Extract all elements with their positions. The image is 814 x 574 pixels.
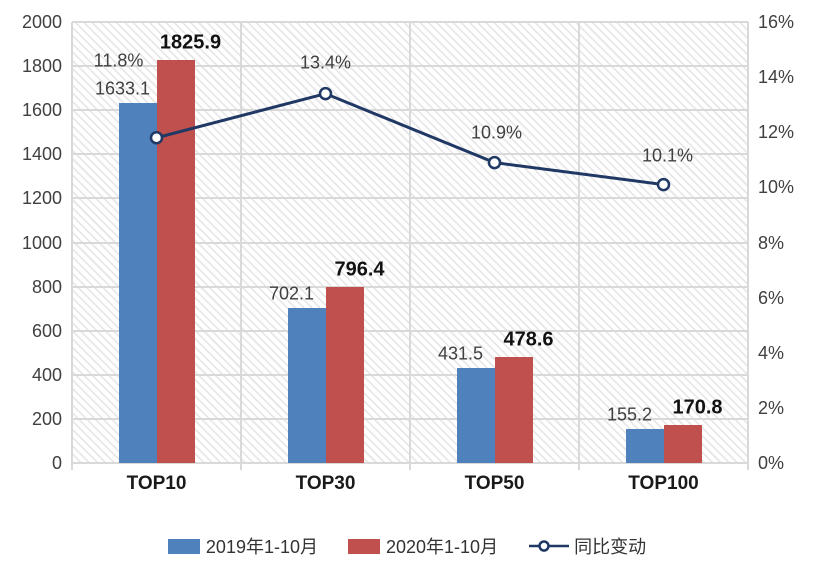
x-axis-tick-mark <box>71 463 73 470</box>
left-axis-tick-label: 200 <box>31 408 62 429</box>
bar-series1-top50 <box>494 357 533 463</box>
x-axis-tick-mark <box>747 463 749 470</box>
bar-value-label: 1825.9 <box>159 31 222 54</box>
left-axis-tick-label: 400 <box>31 364 62 385</box>
legend-label: 同比变动 <box>574 537 647 557</box>
bar-series0-top100 <box>625 428 664 463</box>
line-value-label: 10.1% <box>641 145 694 166</box>
legend-label: 2019年1-10月 <box>205 537 318 557</box>
left-axis-tick-label: 2000 <box>21 12 62 32</box>
bar-value-label: 796.4 <box>334 258 385 281</box>
legend-label: 2020年1-10月 <box>386 537 499 557</box>
bar-series0-top10 <box>118 102 157 463</box>
left-axis-tick-label: 800 <box>31 276 62 297</box>
x-axis-tick-mark <box>240 463 242 470</box>
category-label-top100: TOP100 <box>628 473 699 494</box>
bar-series1-top10 <box>156 60 195 463</box>
line-value-label: 10.9% <box>470 122 523 143</box>
left-axis-tick-label: 600 <box>31 320 62 341</box>
bar-series0-top30 <box>287 308 326 463</box>
category-label-top50: TOP50 <box>464 473 525 494</box>
gridline-vertical <box>747 22 749 463</box>
gridline-vertical <box>71 22 73 463</box>
legend: 2019年1-10月 2020年1-10月 同比变动 <box>0 533 814 559</box>
right-axis-tick-label: 8% <box>758 232 785 253</box>
legend-item-1: 2020年1-10月 <box>348 533 498 559</box>
right-axis-tick-label: 0% <box>758 453 785 473</box>
left-axis-tick-label: 0 <box>51 453 62 473</box>
bar-series0-top50 <box>456 367 495 463</box>
right-axis-tick-label: 2% <box>758 397 785 418</box>
category-label-top10: TOP10 <box>126 473 187 494</box>
left-axis-tick-label: 1000 <box>21 232 62 253</box>
line-value-label: 13.4% <box>299 52 352 73</box>
right-axis-tick-label: 10% <box>758 177 795 198</box>
bar-value-label: 155.2 <box>606 404 653 425</box>
bar-series1-top30 <box>325 287 364 463</box>
right-axis-tick-label: 14% <box>758 67 795 88</box>
right-axis-tick-label: 12% <box>758 122 795 143</box>
gridline-vertical <box>240 22 242 463</box>
x-axis-tick-mark <box>578 463 580 470</box>
bar-value-label: 170.8 <box>672 396 723 419</box>
bar-value-label: 1633.1 <box>94 78 151 99</box>
left-axis-tick-label: 1800 <box>21 56 62 77</box>
right-axis-tick-label: 6% <box>758 287 785 308</box>
bar-value-label: 702.1 <box>268 283 315 304</box>
x-axis-tick-mark <box>409 463 411 470</box>
bar-series1-top100 <box>663 425 702 463</box>
left-axis-tick-label: 1600 <box>21 100 62 121</box>
plot-area <box>71 21 749 464</box>
bar-value-label: 478.6 <box>503 328 554 351</box>
bar-value-label: 431.5 <box>437 343 484 364</box>
gridline-vertical <box>409 22 411 463</box>
right-axis-tick-label: 4% <box>758 342 785 363</box>
legend-swatch-icon <box>348 538 380 554</box>
left-axis-tick-label: 1400 <box>21 144 62 165</box>
legend-swatch-icon <box>167 538 200 554</box>
left-axis-tick-label: 1200 <box>21 188 62 209</box>
legend-line-marker-icon <box>529 540 570 552</box>
gridline-vertical <box>578 22 580 463</box>
legend-item-2: 同比变动 <box>528 533 646 559</box>
line-value-label: 11.8% <box>93 50 144 71</box>
category-label-top30: TOP30 <box>295 473 356 494</box>
right-axis-tick-label: 16% <box>758 12 795 32</box>
legend-item-0: 2019年1-10月 <box>167 533 318 559</box>
